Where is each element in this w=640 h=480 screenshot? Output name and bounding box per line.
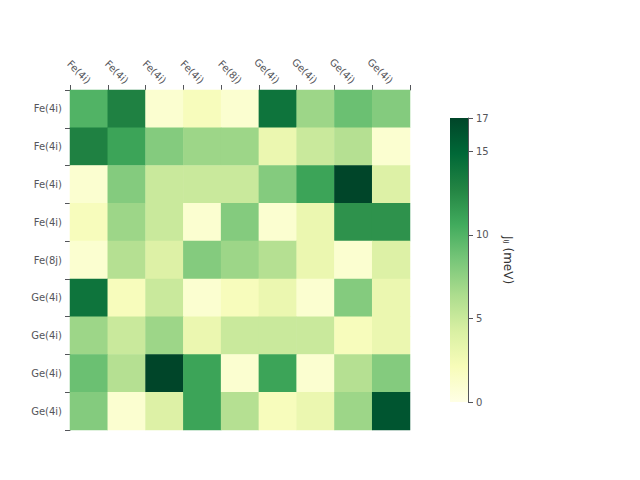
svg-text:Fe(4i): Fe(4i) <box>65 58 93 86</box>
svg-text:Fe(8j): Fe(8j) <box>34 255 62 266</box>
svg-text:Ge(4i): Ge(4i) <box>31 406 62 417</box>
svg-text:Ge(4i): Ge(4i) <box>252 56 282 86</box>
svg-text:Fe(8j): Fe(8j) <box>216 58 244 86</box>
svg-text:Ge(4i): Ge(4i) <box>365 56 395 86</box>
svg-text:15: 15 <box>476 146 489 157</box>
svg-text:Ge(4i): Ge(4i) <box>31 330 62 341</box>
svg-text:Ge(4i): Ge(4i) <box>328 56 358 86</box>
svg-text:Fe(4i): Fe(4i) <box>34 103 62 114</box>
svg-text:Fe(4i): Fe(4i) <box>141 58 169 86</box>
svg-text:5: 5 <box>476 313 482 324</box>
svg-text:Ge(4i): Ge(4i) <box>31 292 62 303</box>
svg-text:Fe(4i): Fe(4i) <box>103 58 131 86</box>
svg-text:0: 0 <box>476 397 482 408</box>
svg-text:Jᵢⱼ (meV): Jᵢⱼ (meV) <box>501 235 515 284</box>
svg-text:Fe(4i): Fe(4i) <box>178 58 206 86</box>
svg-text:17: 17 <box>476 113 489 124</box>
svg-text:Ge(4i): Ge(4i) <box>290 56 320 86</box>
svg-text:10: 10 <box>476 229 489 240</box>
svg-text:Fe(4i): Fe(4i) <box>34 141 62 152</box>
svg-text:Fe(4i): Fe(4i) <box>34 217 62 228</box>
svg-text:Fe(4i): Fe(4i) <box>34 179 62 190</box>
svg-text:Ge(4i): Ge(4i) <box>31 368 62 379</box>
